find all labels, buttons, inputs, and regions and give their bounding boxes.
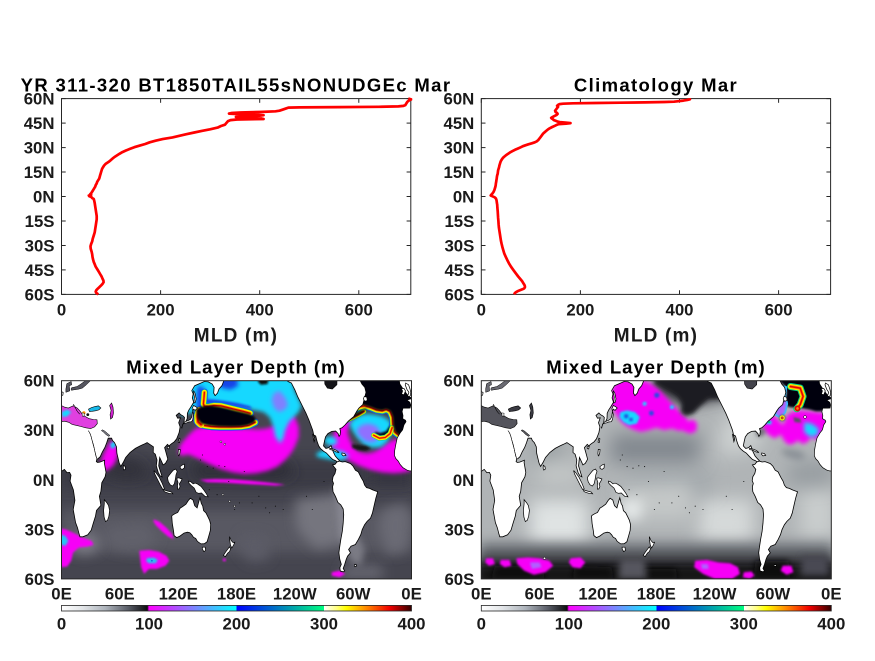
svg-text:YR 311-320 BT1850TAIL55sNONUDG: YR 311-320 BT1850TAIL55sNONUDGEc Mar — [21, 75, 452, 96]
svg-text:400: 400 — [817, 615, 845, 634]
svg-text:300: 300 — [730, 615, 758, 634]
svg-text:30N: 30N — [24, 421, 55, 440]
svg-text:45S: 45S — [444, 261, 474, 280]
svg-text:200: 200 — [566, 300, 594, 319]
svg-text:200: 200 — [147, 300, 175, 319]
svg-text:0: 0 — [57, 300, 66, 319]
svg-text:60N: 60N — [24, 372, 55, 391]
svg-text:120W: 120W — [273, 585, 317, 604]
svg-text:60N: 60N — [24, 90, 55, 109]
svg-text:400: 400 — [246, 300, 274, 319]
svg-text:60W: 60W — [336, 585, 371, 604]
svg-text:0E: 0E — [821, 585, 842, 604]
svg-text:Climatology Mar: Climatology Mar — [574, 75, 738, 96]
svg-text:60E: 60E — [105, 585, 135, 604]
svg-text:100: 100 — [135, 615, 163, 634]
svg-text:15N: 15N — [24, 163, 55, 182]
svg-text:MLD (m): MLD (m) — [194, 326, 278, 347]
svg-text:MLD (m): MLD (m) — [614, 326, 698, 347]
svg-text:15N: 15N — [444, 163, 475, 182]
svg-text:Mixed Layer Depth (m): Mixed Layer Depth (m) — [126, 357, 345, 378]
svg-text:200: 200 — [642, 615, 670, 634]
svg-text:60S: 60S — [25, 285, 55, 304]
svg-text:60S: 60S — [25, 570, 55, 589]
svg-text:30N: 30N — [444, 421, 475, 440]
svg-text:180E: 180E — [217, 585, 256, 604]
svg-text:60S: 60S — [444, 285, 474, 304]
svg-text:0E: 0E — [51, 585, 72, 604]
svg-text:45N: 45N — [24, 114, 55, 133]
svg-text:0N: 0N — [453, 188, 474, 207]
svg-text:120E: 120E — [159, 585, 198, 604]
svg-text:0N: 0N — [453, 471, 474, 490]
svg-text:30N: 30N — [24, 139, 55, 158]
svg-text:30S: 30S — [444, 237, 474, 256]
svg-text:60W: 60W — [756, 585, 791, 604]
svg-text:30S: 30S — [25, 237, 55, 256]
svg-text:0N: 0N — [33, 188, 54, 207]
svg-text:60N: 60N — [444, 372, 475, 391]
svg-text:60E: 60E — [525, 585, 555, 604]
svg-text:180E: 180E — [637, 585, 676, 604]
svg-text:200: 200 — [223, 615, 251, 634]
svg-text:0: 0 — [477, 300, 486, 319]
svg-text:300: 300 — [310, 615, 338, 634]
svg-text:Mixed Layer Depth (m): Mixed Layer Depth (m) — [546, 357, 765, 378]
svg-text:30S: 30S — [444, 520, 474, 539]
svg-text:120E: 120E — [578, 585, 617, 604]
svg-text:30S: 30S — [25, 520, 55, 539]
svg-text:15S: 15S — [444, 212, 474, 231]
svg-text:0E: 0E — [471, 585, 492, 604]
svg-text:60N: 60N — [444, 90, 475, 109]
svg-text:45S: 45S — [25, 261, 55, 280]
svg-text:0N: 0N — [33, 471, 54, 490]
svg-text:0: 0 — [477, 615, 486, 634]
svg-text:30N: 30N — [444, 139, 475, 158]
svg-text:120W: 120W — [693, 585, 737, 604]
svg-text:400: 400 — [398, 615, 426, 634]
svg-text:0E: 0E — [401, 585, 422, 604]
svg-text:0: 0 — [57, 615, 66, 634]
svg-text:600: 600 — [345, 300, 373, 319]
svg-text:60S: 60S — [444, 570, 474, 589]
svg-text:600: 600 — [765, 300, 793, 319]
svg-text:400: 400 — [666, 300, 694, 319]
svg-text:100: 100 — [555, 615, 583, 634]
svg-text:45N: 45N — [444, 114, 475, 133]
svg-text:15S: 15S — [25, 212, 55, 231]
